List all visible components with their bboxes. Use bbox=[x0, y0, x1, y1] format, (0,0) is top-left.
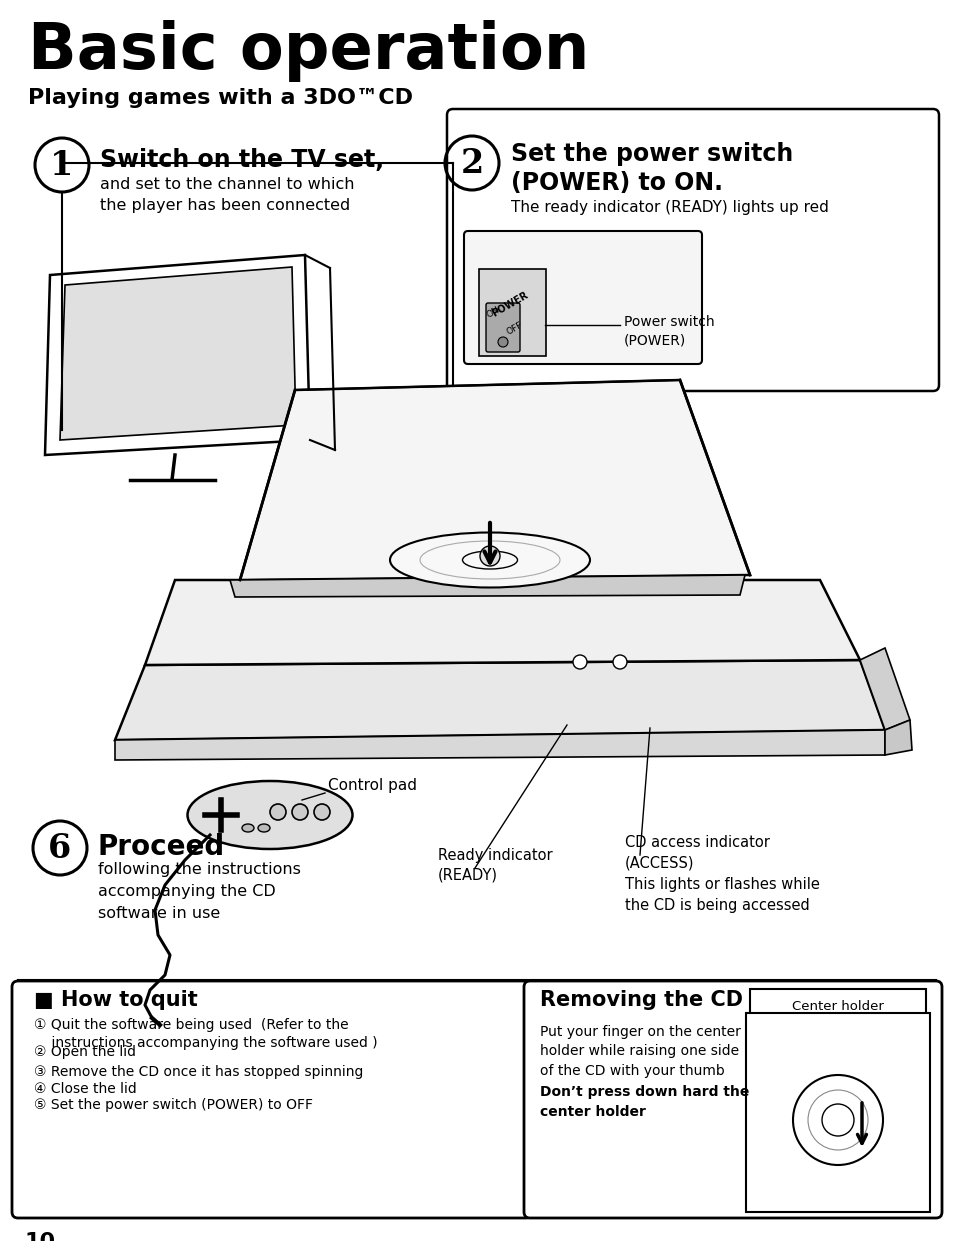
Text: CD access indicator
(ACCESS)
This lights or flashes while
the CD is being access: CD access indicator (ACCESS) This lights… bbox=[624, 835, 819, 913]
Polygon shape bbox=[115, 730, 884, 759]
Ellipse shape bbox=[242, 824, 253, 831]
Text: POWER: POWER bbox=[490, 290, 529, 319]
FancyBboxPatch shape bbox=[463, 231, 701, 364]
Text: ① Quit the software being used  (Refer to the
    instructions accompanying the : ① Quit the software being used (Refer to… bbox=[34, 1018, 377, 1050]
Ellipse shape bbox=[188, 781, 352, 849]
Circle shape bbox=[573, 655, 586, 669]
Polygon shape bbox=[884, 720, 911, 755]
Text: Set the power switch
(POWER) to ON.: Set the power switch (POWER) to ON. bbox=[511, 141, 792, 195]
FancyBboxPatch shape bbox=[478, 269, 545, 356]
Text: Control pad: Control pad bbox=[328, 778, 416, 793]
Text: 6: 6 bbox=[49, 831, 71, 865]
Polygon shape bbox=[240, 380, 749, 580]
Text: 1: 1 bbox=[51, 149, 73, 181]
Polygon shape bbox=[60, 267, 295, 441]
FancyBboxPatch shape bbox=[523, 980, 941, 1217]
Text: ON: ON bbox=[484, 305, 501, 320]
Text: Switch on the TV set,: Switch on the TV set, bbox=[100, 148, 384, 172]
FancyBboxPatch shape bbox=[745, 1013, 929, 1212]
Circle shape bbox=[270, 804, 286, 820]
FancyBboxPatch shape bbox=[749, 989, 925, 1018]
Polygon shape bbox=[230, 575, 744, 597]
Polygon shape bbox=[115, 660, 884, 740]
Text: ■ How to quit: ■ How to quit bbox=[34, 990, 197, 1010]
FancyBboxPatch shape bbox=[485, 303, 519, 352]
Text: ④ Close the lid: ④ Close the lid bbox=[34, 1082, 136, 1096]
Circle shape bbox=[479, 546, 499, 566]
Text: following the instructions
accompanying the CD
software in use: following the instructions accompanying … bbox=[98, 862, 300, 921]
Circle shape bbox=[497, 338, 507, 347]
Text: ⑤ Set the power switch (POWER) to OFF: ⑤ Set the power switch (POWER) to OFF bbox=[34, 1098, 313, 1112]
Circle shape bbox=[292, 804, 308, 820]
Text: Ready indicator
(READY): Ready indicator (READY) bbox=[437, 848, 552, 882]
FancyBboxPatch shape bbox=[12, 980, 532, 1217]
Ellipse shape bbox=[257, 824, 270, 831]
Text: Power switch
(POWER): Power switch (POWER) bbox=[623, 315, 714, 347]
Text: Removing the CD: Removing the CD bbox=[539, 990, 742, 1010]
Circle shape bbox=[613, 655, 626, 669]
Text: Don’t press down hard the
center holder: Don’t press down hard the center holder bbox=[539, 1085, 749, 1118]
Text: and set to the channel to which
the player has been connected: and set to the channel to which the play… bbox=[100, 177, 355, 213]
Text: OFF: OFF bbox=[504, 320, 524, 336]
Text: 2: 2 bbox=[460, 146, 483, 180]
Text: ③ Remove the CD once it has stopped spinning: ③ Remove the CD once it has stopped spin… bbox=[34, 1065, 363, 1078]
Text: ② Open the lid: ② Open the lid bbox=[34, 1045, 136, 1059]
Text: Center holder: Center holder bbox=[791, 1000, 883, 1013]
Ellipse shape bbox=[390, 532, 589, 587]
Text: Put your finger on the center
holder while raising one side
of the CD with your : Put your finger on the center holder whi… bbox=[539, 1025, 740, 1078]
Text: The ready indicator (READY) lights up red: The ready indicator (READY) lights up re… bbox=[511, 200, 828, 215]
Text: 10: 10 bbox=[25, 1232, 56, 1241]
Polygon shape bbox=[145, 580, 859, 665]
Text: Basic operation: Basic operation bbox=[28, 20, 589, 82]
Circle shape bbox=[314, 804, 330, 820]
Text: Proceed: Proceed bbox=[98, 833, 225, 861]
Text: Playing games with a 3DO™CD: Playing games with a 3DO™CD bbox=[28, 88, 413, 108]
Polygon shape bbox=[859, 648, 909, 730]
